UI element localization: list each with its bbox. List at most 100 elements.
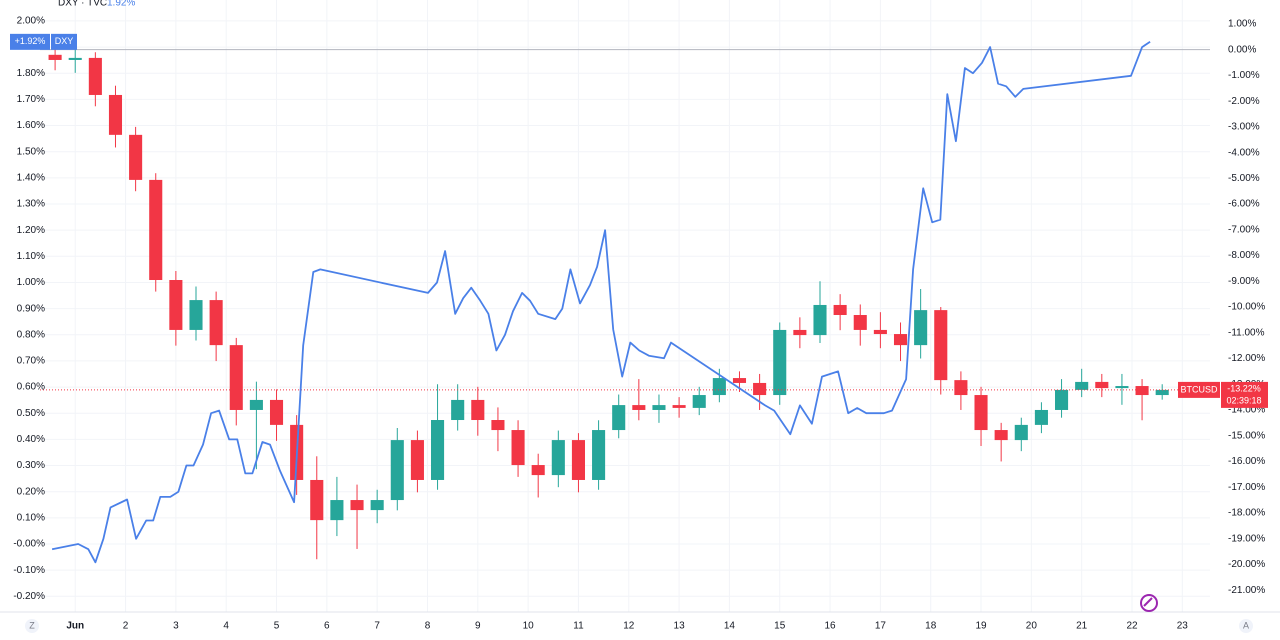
candle-body: [954, 380, 968, 396]
btc-badge-value: -13.22%: [1227, 383, 1261, 393]
x-tick-label: 9: [475, 621, 481, 632]
y-tick-label: 2.00%: [17, 16, 45, 27]
candle-body: [652, 405, 666, 410]
candle-body: [88, 57, 102, 95]
y2-tick-label: -16.00%: [1228, 456, 1265, 467]
y2-tick-label: -11.00%: [1228, 327, 1265, 338]
x-tick-label: 20: [1026, 621, 1038, 632]
candle-body: [310, 479, 324, 521]
candle-body: [48, 54, 62, 60]
candle-body: [511, 430, 525, 466]
candle-body: [934, 310, 948, 381]
y-tick-label: -0.10%: [13, 565, 45, 576]
candle-body: [551, 440, 565, 476]
x-tick-label: 18: [925, 621, 937, 632]
candle-body: [209, 300, 223, 346]
candle-body: [873, 329, 887, 335]
candle-body: [612, 405, 626, 431]
candle-body: [753, 382, 767, 396]
y-tick-label: 1.70%: [17, 94, 45, 105]
btc-badge: [1221, 381, 1268, 408]
y2-tick-label: -2.00%: [1228, 96, 1260, 107]
candle-body: [269, 399, 284, 425]
x-tick-label: Jun: [66, 621, 84, 632]
x-tick-label: 3: [173, 621, 179, 632]
logo-stroke: [1143, 597, 1153, 607]
dxy-badge-name-box: [51, 33, 77, 50]
x-tick-label: 23: [1177, 621, 1189, 632]
candle-body: [632, 405, 646, 410]
dxy-badge-name: DXY: [55, 36, 74, 46]
candle-body: [1034, 409, 1048, 425]
candle-body: [431, 420, 445, 480]
y-tick-label: 0.70%: [17, 356, 45, 367]
candle-body: [1075, 381, 1089, 390]
legend-symbol: DXY · TVC: [58, 0, 107, 9]
candle-body: [1014, 424, 1028, 441]
y-tick-label: 1.00%: [17, 277, 45, 288]
y2-tick-label: 0.00%: [1228, 44, 1256, 55]
candle-body: [692, 395, 706, 408]
auto-button[interactable]: [1239, 619, 1253, 633]
x-tick-label: 15: [774, 621, 786, 632]
candle-body: [914, 310, 928, 346]
candle-body: [330, 500, 344, 521]
y2-tick-label: 1.00%: [1228, 19, 1256, 30]
candle-body: [893, 334, 908, 346]
y-tick-label: 0.60%: [17, 382, 45, 393]
zoom-button[interactable]: [25, 619, 39, 633]
y-tick-label: 1.80%: [17, 68, 45, 79]
y-tick-label: -0.00%: [13, 539, 45, 550]
y2-tick-label: -14.00%: [1228, 405, 1265, 416]
candle-body: [229, 345, 243, 410]
y2-tick-label: -21.00%: [1228, 585, 1265, 596]
candle-body: [531, 465, 545, 476]
btc-badge-name: BTCUSD: [1180, 384, 1218, 394]
logo-ring: [1140, 594, 1158, 612]
y-tick-label: 0.90%: [17, 303, 45, 314]
logo: [1140, 594, 1158, 612]
y-tick-label: 1.50%: [17, 146, 45, 157]
auto-label[interactable]: A: [1243, 620, 1249, 630]
candle-body: [994, 430, 1008, 441]
candle-body: [974, 395, 988, 431]
y-tick-label: 0.50%: [17, 408, 45, 419]
y2-tick-label: -12.00%: [1228, 353, 1265, 364]
y2-tick-label: -5.00%: [1228, 173, 1260, 184]
candle-body: [350, 500, 364, 511]
y-tick-label: 0.30%: [17, 460, 45, 471]
y-tick-label: 0.20%: [17, 486, 45, 497]
candle-body: [571, 440, 585, 480]
y-tick-label: 1.20%: [17, 225, 45, 236]
y-tick-label: 0.10%: [17, 512, 45, 523]
candle-body: [773, 329, 787, 396]
candle-body: [189, 300, 203, 330]
candle-body: [793, 329, 807, 336]
y2-tick-label: -15.00%: [1228, 430, 1265, 441]
y2-tick-label: -8.00%: [1228, 250, 1260, 261]
candle-body: [813, 304, 827, 336]
candle-body: [451, 399, 465, 421]
x-tick-label: 2: [123, 621, 129, 632]
zoom-label[interactable]: Z: [29, 620, 35, 630]
plot: [40, 41, 1210, 564]
candle-body: [732, 378, 747, 383]
x-tick-label: 6: [324, 621, 330, 632]
btc-badge-name-box: [1178, 381, 1220, 398]
grid: [40, 0, 1210, 612]
y-tick-label: 1.40%: [17, 172, 45, 183]
x-tick-label: 17: [875, 621, 887, 632]
y2-tick-label: -9.00%: [1228, 276, 1260, 287]
x-tick-label: 22: [1126, 621, 1138, 632]
candle-body: [592, 430, 606, 480]
x-tick-label: 12: [623, 621, 635, 632]
x-tick-label: 11: [573, 621, 584, 632]
y2-tick-label: -20.00%: [1228, 559, 1265, 570]
candle-body: [370, 500, 384, 511]
y-tick-label: -0.20%: [13, 591, 45, 602]
candle-body: [712, 378, 726, 396]
x-tick-label: 21: [1076, 621, 1088, 632]
candle-body: [833, 304, 847, 316]
candle-body: [1095, 381, 1109, 389]
